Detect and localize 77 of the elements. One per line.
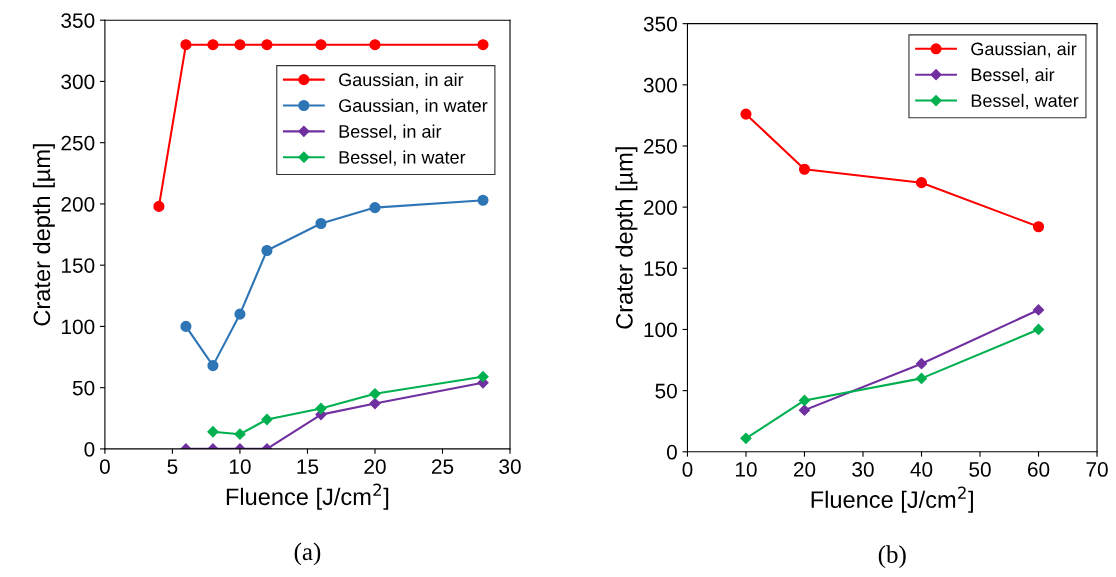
x-tick-label: 50: [969, 462, 991, 477]
point: [207, 426, 219, 438]
text: (a): [294, 542, 321, 566]
y-tick-label: 100: [644, 322, 677, 338]
point: [798, 394, 811, 407]
y-tick-label: 50: [655, 383, 677, 399]
y-tick-label: 150: [644, 261, 677, 277]
x-tick-label: 40: [910, 462, 933, 477]
point: [369, 397, 381, 410]
point: [740, 108, 752, 120]
x-tick-label: 0: [682, 462, 693, 477]
y-axis-title: Crater depth [µm]: [32, 144, 55, 326]
point: [207, 360, 219, 372]
point: [234, 308, 246, 320]
point: [915, 372, 928, 385]
text: (b): [878, 545, 906, 569]
x-tick-label: 25: [431, 459, 454, 474]
y-tick-label: 350: [61, 13, 95, 28]
point: [477, 194, 489, 206]
legend-label: Bessel, air: [971, 67, 1055, 84]
point: [234, 428, 246, 440]
y-tick-label: 300: [61, 74, 95, 90]
y-tick-label: 0: [666, 444, 677, 460]
point: [798, 404, 811, 416]
x-tick-label: 20: [793, 462, 816, 477]
point: [261, 244, 273, 257]
legend-label: Bessel, in air: [339, 124, 442, 140]
point: [261, 39, 273, 51]
legend-label: Gaussian, air: [971, 42, 1077, 58]
point: [1032, 304, 1045, 316]
x-tick-label: 30: [852, 462, 874, 477]
y-tick-label: 200: [644, 200, 677, 215]
x-axis-title: Fluence [J/cm$^{2}$]: [811, 486, 973, 513]
legend-label: Bessel, in water: [339, 150, 466, 166]
point: [234, 39, 246, 51]
point: [369, 202, 381, 214]
x-tick-label: 15: [297, 459, 319, 474]
y-tick-label: 0: [84, 441, 95, 457]
y-tick-label: 250: [644, 138, 677, 154]
y-tick-label: 250: [61, 135, 95, 151]
point: [369, 39, 381, 51]
point: [798, 163, 811, 175]
point: [369, 388, 381, 400]
point: [1032, 221, 1045, 233]
point: [315, 39, 327, 51]
y-tick-label: 350: [643, 16, 677, 32]
x-tick-label: 70: [1086, 462, 1108, 477]
x-axis-title: Fluence [J/cm$^{2}$]: [226, 483, 389, 510]
x-tick-label: 30: [499, 459, 521, 474]
y-tick-label: 100: [62, 319, 95, 335]
legend-label: Gaussian, in water: [339, 98, 488, 115]
point: [207, 39, 219, 51]
x-tick-label: 10: [229, 459, 251, 474]
point: [740, 432, 752, 444]
point: [1032, 323, 1045, 336]
y-axis-title: Crater depth [µm]: [615, 147, 638, 329]
point: [477, 371, 489, 383]
y-tick-label: 150: [62, 258, 95, 273]
x-tick-label: 20: [364, 459, 386, 474]
x-tick-label: 10: [735, 462, 757, 477]
x-tick-label: 60: [1027, 462, 1050, 477]
point: [153, 200, 165, 212]
point: [315, 402, 327, 415]
point: [315, 217, 327, 230]
x-tick-label: 5: [167, 459, 178, 474]
x-tick-label: 0: [99, 459, 110, 474]
point: [915, 358, 928, 370]
legend-label: Gaussian, in air: [339, 72, 464, 89]
y-tick-label: 300: [643, 77, 677, 93]
point: [915, 177, 928, 189]
point: [180, 39, 192, 51]
y-tick-label: 50: [72, 380, 95, 396]
point: [261, 413, 273, 426]
y-tick-label: 200: [61, 196, 95, 212]
point: [180, 320, 192, 332]
legend-label: Bessel, water: [971, 93, 1079, 110]
point: [477, 39, 489, 51]
